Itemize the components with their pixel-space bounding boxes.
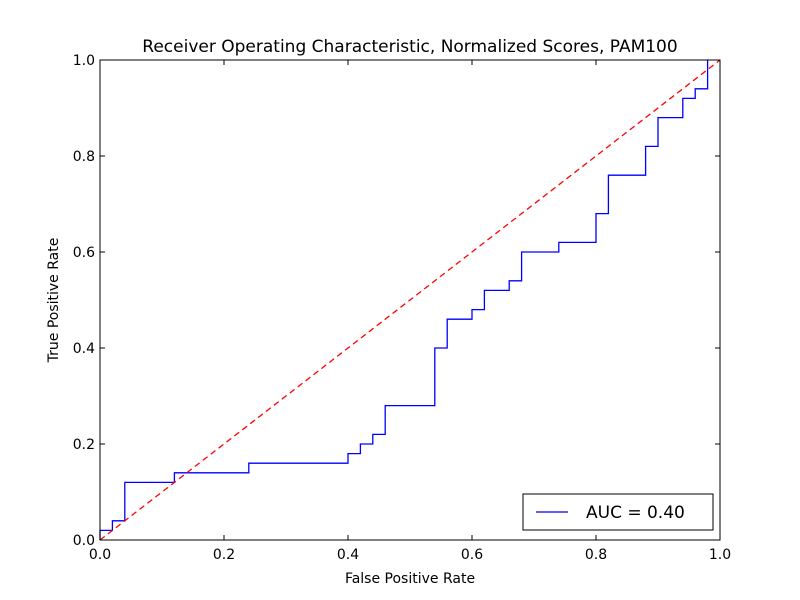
x-axis-label: False Positive Rate (345, 571, 475, 587)
y-tick-label: 0.6 (73, 245, 95, 261)
chart-title: Receiver Operating Characteristic, Norma… (142, 37, 677, 57)
y-tick-label: 1.0 (73, 53, 95, 69)
roc-curve-series (99, 60, 709, 540)
x-tick-label: 1.0 (709, 547, 731, 563)
legend: AUC = 0.40 (522, 493, 714, 531)
x-tick-label: 0.0 (89, 547, 111, 563)
axis-ticks: 0.0 0.2 0.4 0.6 0.8 1.0 0.0 0.2 0.4 0.6 0.8 1.0 (73, 53, 731, 563)
plot-area (99, 59, 721, 541)
legend-entry-auc: AUC = 0.40 (586, 503, 685, 523)
y-tick-label: 0.2 (73, 437, 95, 453)
x-tick-label: 0.8 (585, 547, 607, 563)
x-tick-label: 0.4 (337, 547, 359, 563)
y-tick-label: 0.0 (73, 533, 95, 549)
chance-diagonal-line (99, 59, 721, 541)
y-axis-label: True Positive Rate (46, 238, 62, 364)
x-tick-label: 0.6 (461, 547, 483, 563)
plot-frame (99, 59, 721, 541)
x-tick-label: 0.2 (213, 547, 235, 563)
y-tick-label: 0.8 (73, 149, 95, 165)
y-tick-label: 0.4 (73, 341, 95, 357)
